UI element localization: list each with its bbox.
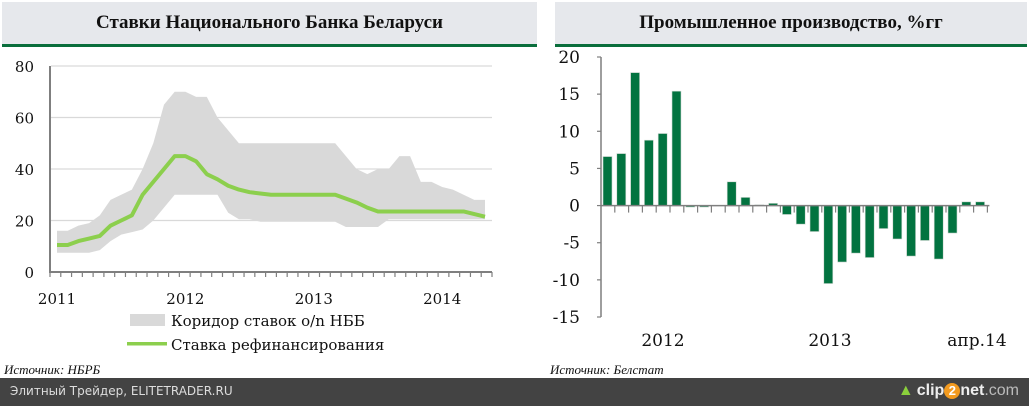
bar xyxy=(892,205,903,240)
industry-panel: Промышленное производство, %гг xyxy=(555,2,1027,358)
x-tick-label: 2012 xyxy=(166,290,204,308)
bar xyxy=(906,205,916,257)
x-tick-label: апр.14 xyxy=(947,331,1006,351)
bar xyxy=(726,181,737,206)
bar xyxy=(782,205,792,215)
bar xyxy=(602,156,613,206)
rates-chart: 0 20 40 60 80 2011 2012 2013 2014 Коридор ставок … xyxy=(15,58,493,354)
y-tick-label: 20 xyxy=(15,213,34,231)
x-tick-label: 2011 xyxy=(38,290,76,308)
bar xyxy=(933,205,944,260)
bar xyxy=(947,205,958,234)
y-tick-label: -15 xyxy=(553,308,580,328)
y-tick-label: -5 xyxy=(563,234,580,254)
industry-title: Промышленное производство, %гг xyxy=(555,2,1027,47)
legend-swatch-refinancing xyxy=(127,342,167,346)
legend-swatch-corridor xyxy=(130,314,165,326)
y-tick-label: 60 xyxy=(15,110,34,128)
legend-label-refinancing: Ставка рефинансирования xyxy=(171,336,384,354)
bar xyxy=(795,205,806,225)
industry-source: Источник: Белстат xyxy=(550,362,664,377)
x-tick-label: 2013 xyxy=(295,290,333,308)
y-tick-label: 40 xyxy=(15,161,34,179)
bar xyxy=(837,205,847,263)
y-tick-label: 15 xyxy=(558,85,580,105)
bar xyxy=(823,205,834,284)
bar xyxy=(851,205,861,254)
y-tick-label: 0 xyxy=(24,264,34,282)
footer-bar: Элитный Трейдер, ELITETRADER.RU ▲ clip 2 ne… xyxy=(0,378,1029,406)
bar xyxy=(644,139,654,206)
y-tick-label: 20 xyxy=(558,48,580,68)
industry-chart: -15 -10 -5 0 5 10 15 20 2012 2013 апр.14 xyxy=(553,48,1007,351)
y-tick-label: 5 xyxy=(569,159,580,179)
x-tick-label: 2014 xyxy=(423,290,461,308)
bar xyxy=(809,205,820,232)
rates-title: Ставки Национального Банка Беларуси xyxy=(2,2,537,47)
y-tick-label: 0 xyxy=(569,197,580,217)
bar xyxy=(878,205,889,229)
y-tick-label: 10 xyxy=(558,122,580,142)
upload-arrow-icon: ▲ xyxy=(897,382,914,399)
x-tick-label: 2012 xyxy=(641,331,684,351)
refinancing-rate-line xyxy=(57,154,486,247)
bar xyxy=(616,153,627,206)
bar xyxy=(657,133,668,206)
bar xyxy=(630,72,640,206)
rates-source: Источник: НБРБ xyxy=(4,362,101,377)
x-tick-label: 2013 xyxy=(808,331,851,351)
bar xyxy=(920,205,930,241)
y-tick-label: -10 xyxy=(553,271,580,291)
footer-site: Элитный Трейдер, ELITETRADER.RU xyxy=(10,384,233,398)
bar xyxy=(740,197,751,206)
rates-panel: Ставки Национального Банка Беларуси xyxy=(2,2,537,358)
y-tick-label: 80 xyxy=(15,58,34,76)
legend-label-corridor: Коридор ставок о/n НББ xyxy=(171,312,365,330)
bar xyxy=(864,205,875,258)
clip2net-logo[interactable]: ▲ clip 2 net.com xyxy=(897,382,1019,399)
bar xyxy=(671,90,682,206)
